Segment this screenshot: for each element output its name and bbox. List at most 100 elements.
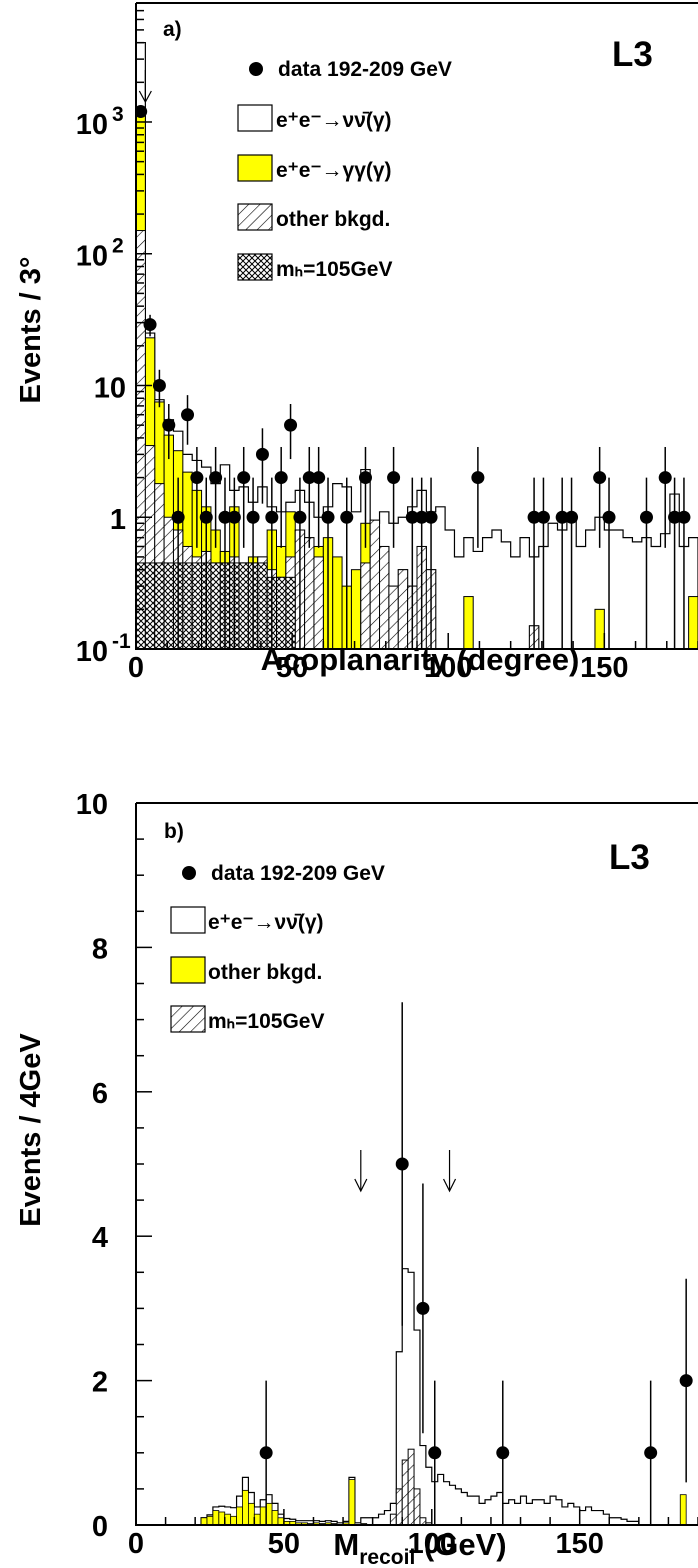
data-point xyxy=(471,471,485,485)
cut-arrow-head xyxy=(138,90,152,104)
data-point xyxy=(152,378,166,392)
signal-bar xyxy=(407,1448,415,1525)
signal-bar xyxy=(182,562,193,649)
data-point xyxy=(227,510,241,524)
gg-bar xyxy=(332,556,343,649)
panel-b-experiment: L3 xyxy=(609,838,650,877)
legend-swatch-other xyxy=(170,956,206,984)
y-tick-exponent: -1 xyxy=(112,630,131,653)
panel-a-legend: data 192-209 GeV e⁺e⁻→νν̄(γ) e⁺e⁻→γγ(γ) oth… xyxy=(237,58,452,281)
data-point xyxy=(312,471,326,485)
other-bar xyxy=(218,1511,226,1525)
legend-label-nunu: e⁺e⁻→νν̄(γ) xyxy=(276,109,392,132)
other-bar xyxy=(360,562,371,649)
other-bar xyxy=(224,1513,232,1525)
panel-b-legend: data 192-209 GeV e⁺e⁻→νν̄(γ) other bkgd. mₕ… xyxy=(170,862,385,1033)
legend-label-signal: mₕ=105GeV xyxy=(208,1010,324,1033)
data-point xyxy=(555,510,569,524)
data-point xyxy=(136,105,148,119)
other-bar xyxy=(206,1515,214,1525)
data-point xyxy=(255,447,269,461)
x-tick-label: 0 xyxy=(128,1528,144,1560)
data-point xyxy=(237,471,251,485)
legend-data-marker xyxy=(249,62,263,76)
other-bar xyxy=(379,545,390,649)
data-point xyxy=(415,510,429,524)
legend-label-data: data 192-209 GeV xyxy=(278,58,452,81)
y-tick-label: 1 xyxy=(110,504,126,536)
data-point xyxy=(293,510,307,524)
data-point xyxy=(340,510,354,524)
data-point xyxy=(593,471,607,485)
other-bar xyxy=(304,537,315,649)
data-point xyxy=(677,510,691,524)
x-tick-label: 150 xyxy=(580,652,628,684)
data-point xyxy=(395,1157,409,1171)
panel-a-ylabel: Events / 3° xyxy=(15,257,47,404)
other-bar xyxy=(271,1510,279,1525)
signal-bar xyxy=(136,562,146,649)
signal-bar xyxy=(154,562,165,649)
y-tick-label: 2 xyxy=(92,1367,108,1399)
panel-b-ylabel: Events / 4GeV xyxy=(15,1033,47,1227)
data-point xyxy=(679,1374,693,1388)
other-bar xyxy=(212,1510,220,1525)
y-tick-label: 8 xyxy=(92,933,108,965)
legend-data-marker xyxy=(182,866,196,880)
x-tick-label: 150 xyxy=(555,1528,603,1560)
panel-a-histograms xyxy=(136,42,698,649)
legend-swatch-signal xyxy=(237,253,273,281)
panel-b-axes xyxy=(135,802,698,1526)
data-point xyxy=(259,1446,273,1460)
signal-bar xyxy=(210,562,221,649)
other-bar xyxy=(265,1502,273,1525)
y-tick-label: 10 xyxy=(76,241,108,273)
legend-swatch-nunu xyxy=(170,906,206,934)
legend-label-nunu: e⁺e⁻→νν̄(γ) xyxy=(208,911,324,934)
x-tick-label: 0 xyxy=(128,652,144,684)
data-point xyxy=(143,318,157,332)
data-point xyxy=(265,510,279,524)
y-tick-label: 10 xyxy=(76,109,108,141)
other-bar xyxy=(388,585,399,649)
data-point xyxy=(218,510,232,524)
data-point xyxy=(428,1446,442,1460)
data-point xyxy=(321,510,335,524)
signal-bar xyxy=(191,562,203,649)
other-bar xyxy=(136,230,146,649)
y-tick-exponent: 2 xyxy=(112,235,124,258)
data-point xyxy=(639,510,653,524)
data-point xyxy=(246,510,260,524)
data-point xyxy=(358,471,372,485)
legend-label-gg: e⁺e⁻→γγ(γ) xyxy=(276,159,392,182)
y-tick-label: 10 xyxy=(76,789,108,821)
panel-b: 0 50 100 150 0 2 4 6 8 10 b) L3 data 192-209 GeV e… xyxy=(15,789,698,1568)
data-point xyxy=(658,471,672,485)
other-bar xyxy=(679,1494,687,1525)
data-point xyxy=(496,1446,510,1460)
other-bar xyxy=(277,1517,285,1525)
y-tick-exponent: 3 xyxy=(112,103,124,126)
x-tick-label: 100 xyxy=(408,1528,456,1560)
data-point xyxy=(644,1446,658,1460)
legend-swatch-nunu xyxy=(237,104,273,132)
y-tick-label: 10 xyxy=(94,372,126,404)
signal-bar xyxy=(144,562,156,649)
legend-label-data: data 192-209 GeV xyxy=(211,862,385,885)
data-point xyxy=(405,510,419,524)
data-point xyxy=(171,510,185,524)
other-bar xyxy=(348,1479,356,1525)
signal-bar xyxy=(419,1517,427,1525)
panel-b-label: b) xyxy=(164,820,184,843)
panel-a-data-points xyxy=(136,70,691,649)
other-bar xyxy=(236,1506,243,1525)
x-tick-label: 50 xyxy=(276,652,308,684)
panel-b-tick-labels: 0 50 100 150 0 2 4 6 8 10 xyxy=(76,789,604,1560)
legend-swatch-signal xyxy=(170,1005,206,1033)
other-bar xyxy=(242,1489,249,1525)
legend-label-signal: mₕ=105GeV xyxy=(276,258,392,281)
data-point xyxy=(424,510,438,524)
signal-bar xyxy=(395,1488,403,1525)
